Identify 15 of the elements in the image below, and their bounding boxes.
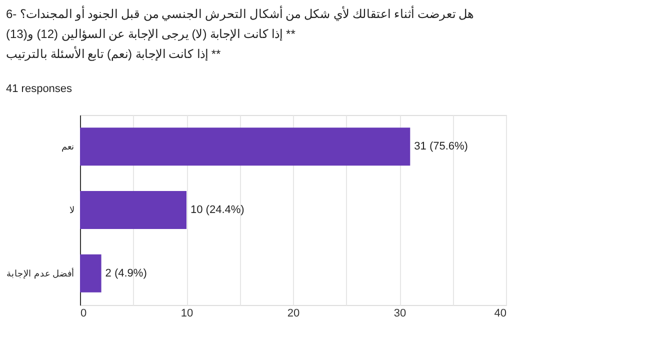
y-tick-label: لا — [70, 205, 74, 215]
y-tick-label: نعم — [62, 142, 74, 153]
text: إذا كانت الإجابة (لا) يرجى الإجابة عن السؤالين (12) و(13) ** — [6, 27, 296, 41]
x-tick-label: 30 — [394, 308, 406, 320]
text: 6- هل تعرضت أثناء اعتقالك لأي شكل من أشكال التحرش الجنسي من قبل الجنود أو المجندات؟ — [6, 7, 474, 21]
x-tick-label: 10 — [180, 308, 194, 320]
x-tick-label: 40 — [494, 308, 506, 320]
data-label: 31 (75.6%) — [414, 140, 468, 153]
text: إذا كانت الإجابة (نعم) تابع الأسئلة بالترتيب ** — [6, 47, 221, 61]
data-label: 2 (4.9%) — [105, 267, 147, 280]
x-tick-label: 0 — [80, 308, 87, 320]
y-tick-label: أفضل عدم الإجابة — [6, 266, 74, 280]
x-tick-label: 20 — [287, 308, 300, 320]
chart-subtitle: 41 responses — [6, 83, 73, 95]
data-label: 10 (24.4%) — [190, 204, 244, 216]
